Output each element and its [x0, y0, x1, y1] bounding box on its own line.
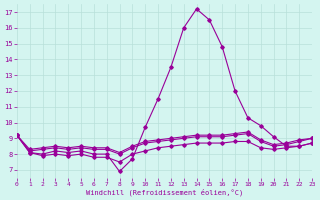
- X-axis label: Windchill (Refroidissement éolien,°C): Windchill (Refroidissement éolien,°C): [86, 188, 243, 196]
